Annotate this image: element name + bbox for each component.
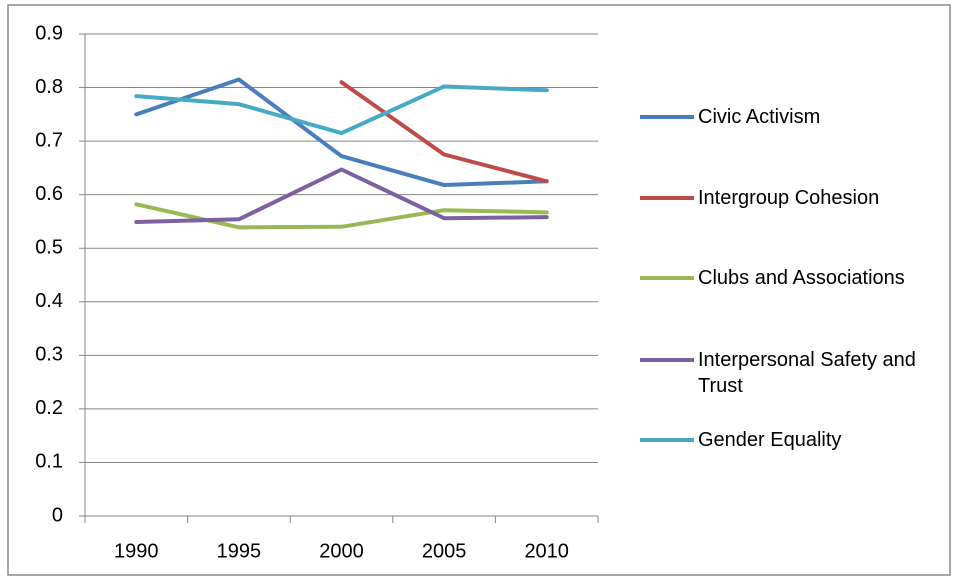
legend-label: Civic Activism (698, 106, 821, 128)
series-line (134, 84, 549, 136)
chart-border (7, 4, 951, 576)
x-tick-label: 2005 (422, 540, 467, 562)
series-line (339, 80, 549, 184)
y-tick-label: 0.1 (35, 451, 63, 473)
y-tick-label: 0.6 (35, 183, 63, 205)
legend-label: Intergroup Cohesion (698, 187, 880, 209)
legend-item: Civic Activism (640, 104, 940, 130)
legend-swatch (640, 115, 694, 119)
legend-item: Intergroup Cohesion (640, 185, 940, 211)
legend-item: Interpersonal Safety and Trust (640, 347, 940, 399)
legend-item: Clubs and Associations (640, 265, 940, 291)
y-tick-label: 0.8 (35, 76, 63, 98)
y-tick-label: 0.7 (35, 129, 63, 151)
series-line (134, 77, 549, 188)
legend-swatch (640, 438, 694, 442)
y-tick-label: 0.3 (35, 344, 63, 366)
legend-item: Gender Equality (640, 427, 940, 453)
x-tick-label: 2010 (524, 540, 569, 562)
y-tick-label: 0.4 (35, 290, 63, 312)
legend-swatch (640, 358, 694, 362)
x-tick-label: 1990 (114, 540, 159, 562)
legend-swatch (640, 196, 694, 200)
x-tick-label: 1995 (217, 540, 262, 562)
legend-label: Clubs and Associations (698, 267, 905, 289)
y-tick-label: 0.2 (35, 397, 63, 419)
legend-swatch (640, 276, 694, 280)
legend-label: Gender Equality (698, 429, 842, 451)
x-tick-label: 2000 (319, 540, 364, 562)
y-tick-label: 0.9 (35, 22, 63, 44)
series-line (134, 167, 549, 224)
y-tick-label: 0 (52, 504, 63, 526)
legend-label: Interpersonal Safety and Trust (698, 349, 916, 397)
y-tick-label: 0.5 (35, 237, 63, 259)
